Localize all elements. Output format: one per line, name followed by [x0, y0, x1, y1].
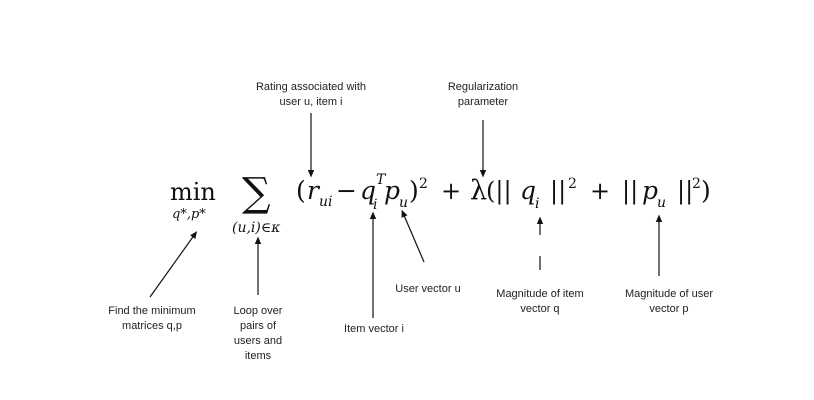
rating-subscript: ui	[319, 194, 333, 210]
norm-q: q	[520, 176, 536, 205]
loop-label: Loop over pairs of users and items	[233, 305, 283, 362]
sum-subscript: (u,i)∈κ	[232, 220, 280, 236]
item-subscript: i	[373, 197, 377, 213]
find-min-arrow	[149, 231, 198, 298]
norm-close: ||	[550, 177, 566, 206]
norm-p: p	[642, 176, 658, 205]
square-exponent: 2	[419, 176, 428, 192]
norm-square-exponent-2: 2	[692, 176, 701, 192]
plus-sign-2: +	[590, 177, 610, 205]
plus-sign-1: +	[441, 177, 461, 205]
item-q: q	[360, 176, 376, 205]
close-final: )	[701, 176, 711, 205]
norm-open: (||	[486, 177, 512, 206]
norm-p-subscript: u	[657, 195, 666, 211]
annotation-arrows	[149, 113, 663, 318]
find-minimum-label: Find the minimum matrices q,p	[108, 305, 196, 332]
norm-close-2: ||	[677, 177, 693, 206]
norm-q-subscript: i	[535, 196, 539, 212]
norm-open-2: ||	[622, 177, 638, 206]
open-paren: (	[296, 176, 306, 205]
min-subscript: q*,p*	[172, 207, 206, 222]
user-vector-arrow	[401, 209, 425, 263]
user-vector-label: User vector u	[395, 283, 461, 295]
lambda-symbol: λ	[470, 175, 487, 206]
magnitude-user-label: Magnitude of user vector p	[624, 288, 714, 315]
item-vector-label: Item vector i	[344, 323, 404, 335]
rating-r: r	[307, 176, 321, 205]
user-subscript: u	[399, 195, 408, 211]
close-paren: )	[409, 176, 419, 205]
magnitude-item-label: Magnitude of item vector q	[496, 288, 584, 315]
minus-sign: −	[336, 176, 357, 205]
rating-label: Rating associated with user u, item i	[255, 81, 367, 108]
sum-symbol: ∑	[242, 170, 271, 216]
objective-formula: min q*,p* ∑ (u,i)∈κ ( r ui − q T i p u )…	[170, 170, 711, 236]
regularization-label: Regularization parameter	[447, 81, 519, 108]
transpose-superscript: T	[376, 172, 387, 188]
min-operator: min	[170, 178, 216, 206]
norm-square-exponent: 2	[568, 176, 577, 192]
user-p: p	[384, 176, 400, 205]
